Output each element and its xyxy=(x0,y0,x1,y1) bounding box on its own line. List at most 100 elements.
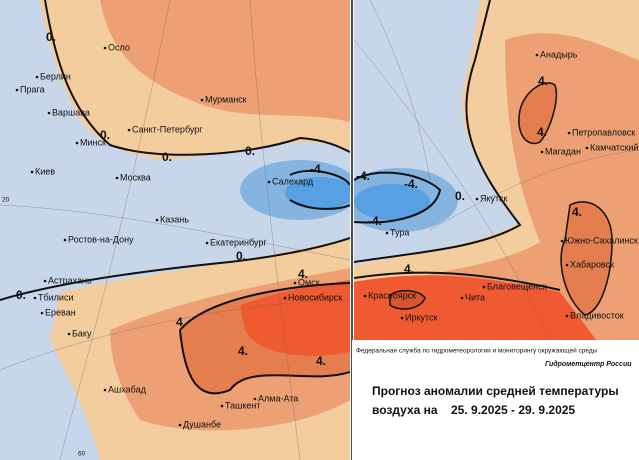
city-dot xyxy=(33,296,37,300)
contour-label: -4. xyxy=(310,162,324,176)
contour-label: -4. xyxy=(368,214,382,228)
city-label: Хабаровск xyxy=(570,259,614,269)
city-label: Варшава xyxy=(52,107,90,117)
city-label: Омск xyxy=(298,277,320,287)
contour-label: 0. xyxy=(46,30,56,44)
city-label: Тура xyxy=(390,227,409,237)
city-label: Прага xyxy=(20,84,45,94)
city-label: Магадан xyxy=(545,146,581,156)
city-dot xyxy=(560,239,564,243)
city-dot xyxy=(253,397,257,401)
city-dot xyxy=(15,88,19,92)
city-label: Ростов-на-Дону xyxy=(68,234,134,244)
agency: Федеральная служба по гидрометеорологии … xyxy=(356,347,598,355)
city-label: Тбилиси xyxy=(38,292,74,302)
grid-label: 60 xyxy=(78,451,86,458)
city-dot xyxy=(400,316,404,320)
city-label: Киев xyxy=(35,166,55,176)
city-dot xyxy=(205,241,209,245)
contour-label: 4. xyxy=(404,262,414,276)
city-label: Петропавловск xyxy=(572,127,635,137)
city-dot xyxy=(482,285,486,289)
city-dot xyxy=(540,150,544,154)
city-dot xyxy=(115,176,119,180)
city-label: Салехард xyxy=(272,176,314,186)
city-dot xyxy=(47,111,51,115)
city-label: Осло xyxy=(108,42,130,52)
center: Гидрометцентр России xyxy=(545,360,632,368)
city-dot xyxy=(67,332,71,336)
city-label: Санкт-Петербург xyxy=(132,124,203,134)
city-label: Астрахань xyxy=(48,275,92,285)
city-dot xyxy=(293,281,297,285)
contour-label: 4. xyxy=(316,354,326,368)
city-label: Минск xyxy=(80,137,106,147)
contour-label: 4. xyxy=(572,205,582,219)
city-dot xyxy=(267,180,271,184)
contour-label: 4. xyxy=(298,267,308,281)
city-dot xyxy=(460,296,464,300)
city-dot xyxy=(103,46,107,50)
contour-label: 0. xyxy=(245,144,255,158)
contour-label: 0. xyxy=(236,249,246,263)
title-prefix: воздуха на xyxy=(372,403,438,417)
city-label: Баку xyxy=(72,328,92,338)
city-dot xyxy=(220,404,224,408)
city-label: Ташкент xyxy=(225,400,260,410)
contour-label: 4. xyxy=(537,125,547,139)
city-dot xyxy=(363,294,367,298)
city-label: Мурманск xyxy=(205,94,247,104)
city-label: Казань xyxy=(160,214,189,224)
period: 25. 9.2025 - 29. 9.2025 xyxy=(451,403,575,417)
contour-label: 0. xyxy=(455,189,465,203)
city-dot xyxy=(565,263,569,267)
city-label: Новосибирск xyxy=(288,292,342,302)
contour-label: 4. xyxy=(176,315,186,329)
city-dot xyxy=(567,131,571,135)
city-dot xyxy=(565,314,569,318)
city-label: Душанбе xyxy=(183,419,221,429)
city-label: Иркутск xyxy=(405,312,438,322)
city-dot xyxy=(535,53,539,57)
left-panel xyxy=(0,0,350,460)
city-label: Алма-Ата xyxy=(258,393,298,403)
labels: Осло Берлин Прага Варшава Мурманск Санкт… xyxy=(2,30,638,458)
city-label: Чита xyxy=(465,292,485,302)
title: Прогноз аномалии средней температуры xyxy=(372,384,619,398)
contour-label: 4. xyxy=(538,74,548,88)
city-dot xyxy=(30,170,34,174)
city-label: Москва xyxy=(120,172,151,182)
city-label: Южно-Сахалинск xyxy=(565,235,638,245)
city-label: Владивосток xyxy=(570,310,624,320)
city-label: Якутск xyxy=(480,193,508,203)
city-label: Ашхабад xyxy=(108,384,147,394)
grid-label: 20 xyxy=(2,197,10,204)
contour-label: 0. xyxy=(100,128,110,142)
city-dot xyxy=(475,197,479,201)
city-dot xyxy=(155,218,159,222)
city-label: Екатеринбург xyxy=(210,237,267,247)
city-label: Берлин xyxy=(40,71,71,81)
city-dot xyxy=(43,279,47,283)
city-label: Анадырь xyxy=(540,49,578,59)
city-dot xyxy=(200,98,204,102)
city-label: Благовещенск xyxy=(487,281,547,291)
city-dot xyxy=(585,146,589,150)
city-dot xyxy=(178,423,182,427)
city-dot xyxy=(283,296,287,300)
city-dot xyxy=(35,75,39,79)
contour-label: 4. xyxy=(238,344,248,358)
contour-label: 0. xyxy=(16,288,26,302)
city-dot xyxy=(385,231,389,235)
caption-box xyxy=(352,340,639,460)
city-dot xyxy=(63,238,67,242)
city-dot xyxy=(75,141,79,145)
city-label: Ереван xyxy=(45,307,76,317)
contour-label: -4. xyxy=(404,177,418,191)
contour-label: -4. xyxy=(356,169,370,183)
city-label: Красноярск xyxy=(368,290,416,300)
city-label: Камчатский xyxy=(590,142,638,152)
contour-label: 0. xyxy=(162,150,172,164)
